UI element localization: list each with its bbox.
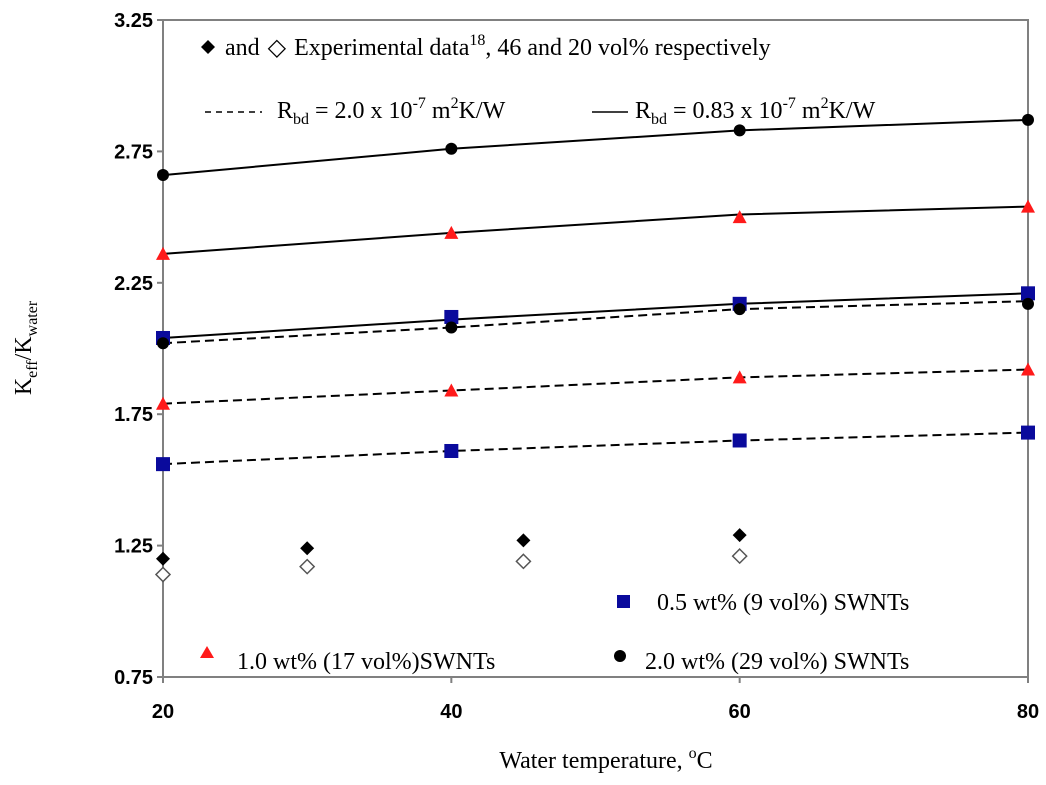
x-axis-title: Water temperature, oC: [499, 745, 712, 774]
legend-blue-square-marker: [617, 595, 630, 608]
data-point-circle: [733, 303, 746, 316]
legend-solid-exp: -7: [783, 95, 796, 112]
data-point-triangle: [1021, 199, 1035, 213]
legend-dashed-unit-sup: 2: [451, 95, 459, 112]
fit-lines: [162, 118, 1029, 466]
legend-black-circle-marker: [614, 650, 626, 662]
legend-dashed-r: R: [277, 98, 293, 124]
legend-black-label: 2.0 wt% (29 vol%) SWNTs: [645, 649, 909, 675]
data-point-circle: [1022, 297, 1034, 310]
y-tick-label: 3.25: [114, 10, 153, 32]
data-markers: [154, 113, 1035, 583]
dashed-fit-line: [162, 431, 1029, 466]
legend-solid-r: R: [635, 98, 651, 124]
data-point-diamond-filled: [732, 528, 747, 543]
legend-dashed-unit: m: [426, 98, 451, 124]
legend-solid-val: = 0.83 x 10: [667, 98, 783, 124]
data-point-circle: [157, 337, 169, 350]
legend-red: 1.0 wt% (17 vol%)SWNTs: [200, 646, 495, 675]
legend-red-triangle-marker: [200, 646, 214, 658]
legend-dashed: Rbd = 2.0 x 10-7 m2K/W: [205, 95, 506, 128]
legend-experimental: and ◇ Experimental data18, 46 and 20 vol% …: [201, 32, 771, 61]
data-point-triangle: [1021, 362, 1035, 376]
y-tick-label: 0.75: [114, 667, 153, 689]
data-point-circle: [1022, 113, 1034, 126]
x-axis-title-sup: o: [689, 745, 697, 762]
legend-diamond-open-glyph: ◇: [268, 35, 287, 61]
data-point-diamond-filled: [300, 541, 315, 556]
data-point-square: [444, 309, 459, 324]
data-point-square: [1021, 425, 1035, 440]
y-tick-label: 1.75: [114, 404, 153, 426]
data-point-diamond-filled: [516, 533, 531, 548]
legend-red-label: 1.0 wt% (17 vol%)SWNTs: [237, 649, 495, 675]
data-point-diamond-open: [154, 566, 172, 583]
legend-dashed-sub: bd: [293, 111, 309, 128]
data-point-circle: [733, 124, 746, 137]
data-point-square: [156, 457, 170, 472]
x-tick-label: 20: [152, 701, 174, 723]
data-point-diamond-open: [299, 558, 316, 575]
data-point-diamond-filled: [156, 551, 170, 566]
y-tick-label: 1.25: [114, 536, 153, 558]
y-axis-title: Keff/Kwater: [11, 300, 41, 395]
x-tick-label: 40: [440, 701, 462, 723]
axes: 0.75 1.25 1.75 2.25 2.75 3.25 20 40 60 80: [114, 10, 1039, 723]
x-tick-label: 80: [1017, 701, 1039, 723]
legend-experimental-sup: 18: [469, 32, 485, 49]
legend-dashed-val: = 2.0 x 10: [309, 98, 413, 124]
legend-solid-unit-end: K/W: [829, 98, 876, 124]
legend-diamond-filled-marker: [201, 40, 215, 54]
legend-experimental-text: Experimental data: [294, 35, 470, 61]
legend-dashed-label: Rbd = 2.0 x 10-7 m2K/W: [277, 95, 506, 128]
legend-experimental-rest: , 46 and 20 vol% respectively: [485, 35, 770, 61]
y-axis-title-sub2: water: [24, 300, 41, 336]
data-point-circle: [445, 142, 458, 155]
y-axis-title-sub1: eff: [24, 360, 41, 378]
legend-dashed-unit-end: K/W: [459, 98, 506, 124]
data-point-triangle: [156, 396, 170, 410]
data-point-circle: [157, 169, 169, 182]
legend-and-text: and: [225, 35, 260, 61]
legend-solid: Rbd = 0.83 x 10-7 m2K/W: [592, 95, 876, 128]
data-point-triangle: [444, 225, 459, 239]
data-point-square: [444, 443, 459, 458]
dashed-fit-line: [162, 368, 1029, 405]
solid-fit-line: [162, 205, 1029, 255]
data-point-circle: [445, 321, 458, 334]
data-point-triangle: [444, 383, 459, 397]
data-point-triangle: [732, 370, 747, 384]
legend-dashed-exp: -7: [413, 95, 426, 112]
solid-fit-line: [162, 292, 1029, 339]
legend-black: 2.0 wt% (29 vol%) SWNTs: [614, 649, 909, 675]
x-tick-label: 60: [729, 701, 751, 723]
legend-solid-sub: bd: [651, 111, 667, 128]
y-tick-label: 2.25: [114, 273, 153, 295]
legend-solid-unit-sup: 2: [821, 95, 829, 112]
legend-blue-label: 0.5 wt% (9 vol%) SWNTs: [657, 590, 909, 616]
legend-solid-unit: m: [796, 98, 821, 124]
y-axis-title-main: K: [11, 377, 37, 395]
data-point-square: [1021, 286, 1035, 301]
data-point-square: [732, 433, 747, 448]
y-tick-label: 2.75: [114, 141, 153, 163]
data-point-triangle: [732, 210, 747, 224]
legend-blue: 0.5 wt% (9 vol%) SWNTs: [617, 590, 909, 616]
x-axis-title-base: Water temperature,: [499, 748, 688, 774]
x-axis-title-end: C: [697, 748, 713, 774]
y-axis-title-sep: /K: [11, 336, 37, 361]
legend-experimental-label: and ◇ Experimental data18, 46 and 20 vol% …: [225, 32, 771, 61]
data-point-diamond-open: [515, 553, 532, 570]
dashed-fit-line: [162, 300, 1029, 345]
solid-fit-line: [162, 118, 1029, 177]
data-point-triangle: [156, 246, 170, 260]
legend-solid-label: Rbd = 0.83 x 10-7 m2K/W: [635, 95, 876, 128]
data-point-diamond-open: [731, 548, 748, 565]
